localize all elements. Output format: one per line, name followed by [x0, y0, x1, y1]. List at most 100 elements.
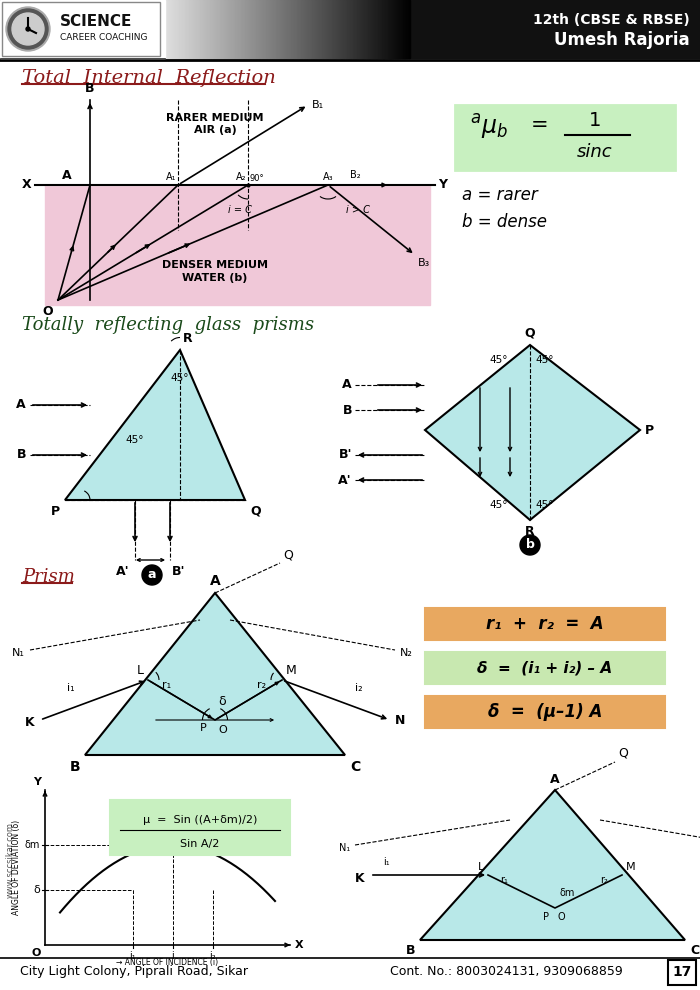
Text: www.sccsikar.com: www.sccsikar.com [6, 822, 15, 898]
Text: A: A [550, 773, 560, 786]
Bar [171, 0, 172, 58]
Bar [192, 0, 193, 58]
Text: P: P [543, 912, 549, 922]
Polygon shape [85, 593, 345, 755]
Text: A': A' [116, 565, 130, 578]
Text: a: a [148, 568, 156, 581]
Bar [298, 0, 300, 58]
Text: Sin A/2: Sin A/2 [181, 839, 220, 849]
Text: i₁: i₁ [384, 857, 390, 867]
Bar [287, 0, 288, 58]
Text: B': B' [339, 448, 352, 461]
Bar [195, 0, 196, 58]
Bar [284, 0, 286, 58]
Bar [209, 0, 210, 58]
Bar [391, 0, 392, 58]
Bar [256, 0, 258, 58]
Text: SCIENCE: SCIENCE [60, 15, 132, 30]
Bar [304, 0, 305, 58]
Bar [174, 0, 175, 58]
Bar [253, 0, 255, 58]
Circle shape [520, 535, 540, 555]
Bar [133, 0, 134, 58]
Text: A: A [62, 169, 72, 182]
Bar [139, 0, 140, 58]
Bar [361, 0, 363, 58]
Bar [357, 0, 358, 58]
Bar [176, 0, 178, 58]
Bar [367, 0, 368, 58]
Circle shape [6, 7, 50, 51]
Bar [151, 0, 153, 58]
Text: 45°: 45° [125, 435, 144, 445]
Text: N₂: N₂ [400, 648, 413, 658]
Text: A₁: A₁ [165, 172, 176, 182]
Text: i₁: i₁ [67, 683, 75, 693]
Bar [230, 0, 231, 58]
Text: N₁: N₁ [12, 648, 25, 658]
Bar [224, 0, 225, 58]
Bar [245, 0, 246, 58]
Circle shape [12, 13, 44, 45]
Bar [274, 0, 276, 58]
Text: AIR (a): AIR (a) [194, 125, 237, 135]
Bar [332, 0, 333, 58]
Bar [330, 0, 332, 58]
Bar [374, 0, 375, 58]
Text: Prism: Prism [22, 568, 75, 586]
Text: O: O [43, 305, 53, 318]
Bar [344, 0, 346, 58]
Bar [110, 800, 290, 855]
Bar [370, 0, 371, 58]
Bar [220, 0, 221, 58]
Bar [403, 0, 405, 58]
Bar [365, 0, 367, 58]
Bar [315, 0, 316, 58]
Text: B: B [342, 404, 352, 417]
Bar [378, 0, 379, 58]
Bar [358, 0, 360, 58]
Bar [323, 0, 325, 58]
Bar [217, 0, 218, 58]
Text: R: R [525, 525, 535, 538]
Bar [328, 0, 329, 58]
Bar [153, 0, 154, 58]
Text: M: M [626, 862, 636, 872]
Text: B₃: B₃ [418, 258, 430, 268]
Bar [134, 0, 136, 58]
Bar [227, 0, 228, 58]
Text: i₂: i₂ [209, 951, 216, 961]
Polygon shape [65, 350, 245, 500]
Text: Q: Q [283, 548, 293, 561]
Bar [45, 95, 430, 185]
Text: O: O [558, 912, 566, 922]
Text: B': B' [172, 565, 186, 578]
Bar [221, 0, 223, 58]
Polygon shape [425, 345, 640, 520]
Bar [295, 0, 297, 58]
Bar [143, 0, 144, 58]
Bar [329, 0, 330, 58]
Bar [186, 0, 188, 58]
Bar [455, 105, 675, 170]
Polygon shape [420, 790, 685, 940]
Bar [216, 0, 217, 58]
Bar [316, 0, 318, 58]
Bar [368, 0, 370, 58]
Bar [371, 0, 372, 58]
Bar [165, 0, 167, 58]
Bar [160, 0, 161, 58]
Text: R: R [183, 332, 193, 345]
Bar [161, 0, 162, 58]
Text: X: X [22, 178, 31, 191]
Text: Total  Internal  Reflection: Total Internal Reflection [22, 69, 276, 87]
Bar [386, 0, 388, 58]
Bar [343, 0, 344, 58]
Text: i₁: i₁ [130, 951, 136, 961]
Text: A: A [342, 378, 352, 391]
Bar [251, 0, 252, 58]
Bar [336, 0, 337, 58]
Bar [154, 0, 155, 58]
Text: i: i [171, 951, 174, 961]
Text: μ  =  Sin ((A+δm)/2): μ = Sin ((A+δm)/2) [143, 815, 257, 825]
